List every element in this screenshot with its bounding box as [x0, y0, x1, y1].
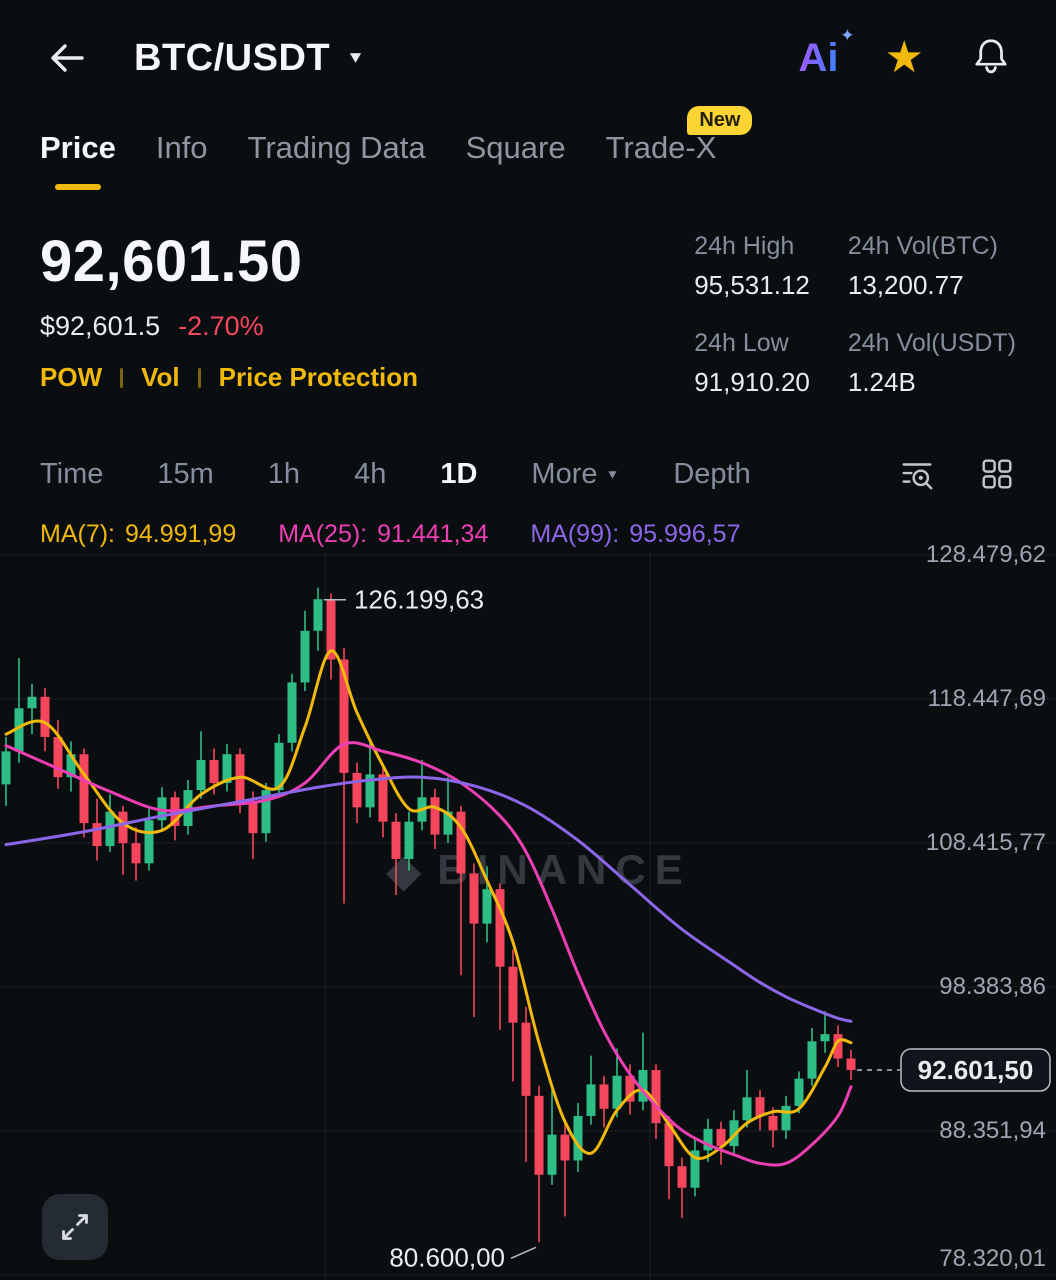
expand-arrows-icon [62, 1214, 88, 1240]
change-percent: -2.70% [178, 311, 264, 341]
tab-trade-x-label: Trade-X [605, 130, 717, 165]
pair-dropdown-caret-icon[interactable]: ▼ [346, 48, 365, 67]
last-price: 92,601.50 [40, 229, 303, 294]
timeframe-4h[interactable]: 4h [354, 457, 387, 490]
ma7-value: 94.991,99 [125, 520, 237, 548]
ma99-value: 95.996,57 [629, 520, 741, 548]
svg-text:126.199,63: 126.199,63 [354, 585, 484, 615]
chart-area: ◆ BINANCE 126.199,63 80.600,00 92.601,50 1… [0, 541, 1056, 1280]
back-button[interactable] [44, 36, 88, 80]
ai-logo: Ai [798, 35, 839, 80]
y-axis-label: 118.447,69 [927, 685, 1046, 712]
stat-24h-vol-usdt: 24h Vol(USDT) 1.24B [847, 329, 1016, 397]
bell-icon [975, 38, 1007, 73]
header: BTC/USDT ▼ Ai ✦ ★ [0, 0, 1056, 104]
y-axis-label: 88.351,94 [939, 1117, 1046, 1144]
ticker-section: 92,601.50 $92,601.5 -2.70% POW Vol Price… [0, 214, 1056, 398]
ma99-label: MA(99): [530, 520, 620, 548]
timeframe-time[interactable]: Time [40, 457, 104, 490]
favorite-star-icon[interactable]: ★ [884, 33, 924, 82]
tab-trading-data[interactable]: Trading Data [247, 130, 426, 165]
ma99-legend[interactable]: MA(99): 95.996,57 [530, 520, 740, 549]
candlestick-chart[interactable]: 126.199,63 80.600,00 92.601,50 [0, 552, 1056, 1280]
svg-text:80.600,00: 80.600,00 [389, 1242, 505, 1272]
ma25-legend[interactable]: MA(25): 91.441,34 [278, 520, 488, 549]
24h-stats: 24h High 95,531.12 24h Vol(BTC) 13,200.7… [694, 232, 1016, 398]
stat-24h-vol-btc: 24h Vol(BTC) 13,200.77 [847, 232, 998, 300]
tab-trade-x[interactable]: Trade-X New [605, 106, 753, 190]
stat-24h-low: 24h Low 91,910.20 [694, 329, 810, 397]
svg-text:92.601,50: 92.601,50 [918, 1055, 1034, 1085]
y-axis-label: 78.320,01 [939, 1245, 1046, 1272]
timeframe-1d[interactable]: 1D [440, 457, 478, 490]
back-arrow-icon [51, 44, 84, 72]
new-badge: New [687, 106, 753, 135]
depth-toggle[interactable]: Depth [673, 457, 751, 490]
top-tab-bar: Price Info Trading Data Square Trade-X N… [0, 106, 1056, 200]
timeframe-15m[interactable]: 15m [157, 457, 214, 490]
tab-square[interactable]: Square [465, 130, 566, 165]
fiat-price: $92,601.5 [40, 311, 161, 341]
timeframe-bar: Time 15m 1h 4h 1D More ▼ Depth [0, 444, 1056, 504]
tag-pow[interactable]: POW [40, 362, 103, 392]
tag-vol[interactable]: Vol [141, 362, 180, 392]
timeframe-more[interactable]: More ▼ [531, 458, 619, 491]
ma-legend: MA(7): 94.991,99 MA(25): 91.441,34 MA(99… [0, 520, 1056, 549]
y-axis-label: 128.479,62 [925, 541, 1046, 568]
fullscreen-expand-button[interactable] [42, 1194, 108, 1260]
tab-price[interactable]: Price [40, 130, 116, 190]
ai-sparkle-icon: ✦ [840, 25, 855, 45]
indicator-settings-icon[interactable] [898, 455, 936, 493]
tag-divider [197, 367, 201, 388]
stat-24h-high: 24h High 95,531.12 [694, 232, 810, 300]
notifications-button[interactable] [970, 35, 1012, 82]
more-caret-icon: ▼ [605, 466, 620, 482]
ma25-label: MA(25): [278, 520, 368, 548]
pair-title[interactable]: BTC/USDT [134, 36, 331, 79]
tag-divider [120, 367, 124, 388]
chart-layout-grid-icon[interactable] [978, 455, 1016, 493]
tab-info[interactable]: Info [155, 130, 208, 165]
ma7-legend[interactable]: MA(7): 94.991,99 [40, 520, 236, 549]
ma7-label: MA(7): [40, 520, 115, 548]
timeframe-1h[interactable]: 1h [267, 457, 301, 490]
price-block: 92,601.50 $92,601.5 -2.70% POW Vol Price… [40, 214, 418, 398]
y-axis-label: 108.415,77 [925, 829, 1046, 856]
ma25-value: 91.441,34 [377, 520, 489, 548]
more-label: More [531, 457, 598, 490]
ai-assistant-button[interactable]: Ai ✦ [798, 26, 855, 81]
tag-price-protection[interactable]: Price Protection [218, 362, 419, 392]
y-axis-label: 98.383,86 [939, 973, 1046, 1000]
